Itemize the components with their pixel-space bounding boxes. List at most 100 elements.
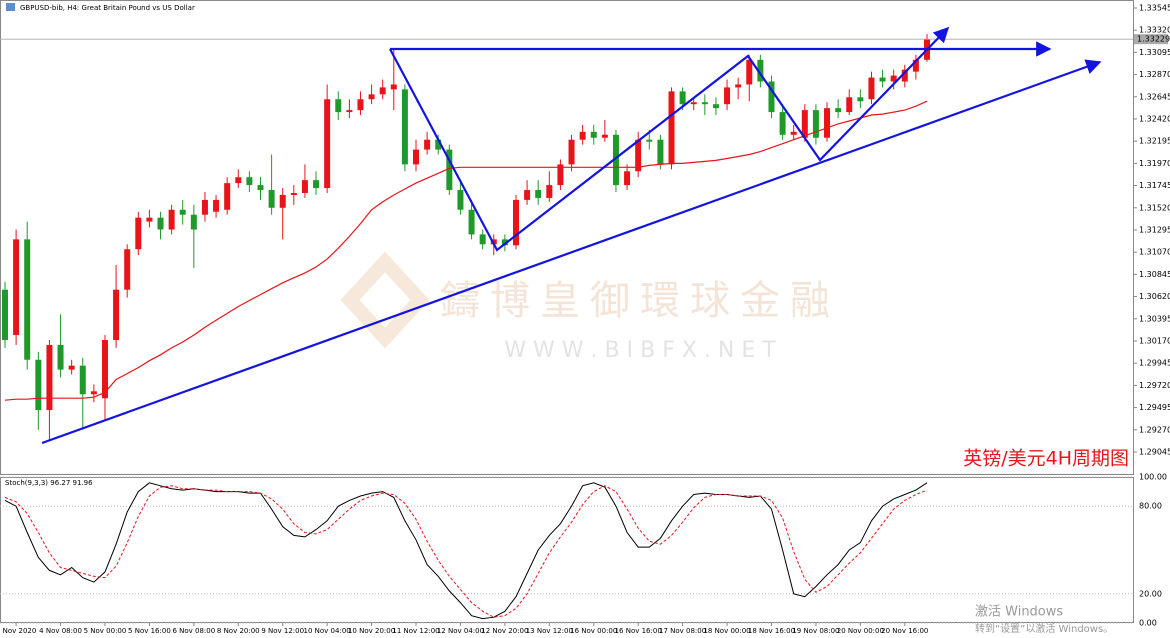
candle-body — [679, 91, 686, 105]
x-tick-label: 10 Nov 20:00 — [348, 627, 395, 635]
candle-body — [724, 87, 731, 105]
x-tick-label: 16 Nov 16:00 — [615, 627, 662, 635]
y-tick-label: 1.29045 — [1139, 447, 1170, 456]
plot: 1.33545 1.33320 1.33095 1.32870 1.32645 1.324… — [0, 3, 1170, 635]
y-tick-label: 1.32420 — [1139, 114, 1170, 123]
candle-body — [90, 391, 97, 395]
x-tick-label: 10 Nov 04:00 — [304, 627, 351, 635]
y-tick-label: 1.33095 — [1139, 48, 1170, 57]
candle-body — [568, 139, 575, 165]
stoch-line — [4, 485, 928, 618]
candle-body — [246, 177, 253, 186]
candle-body — [646, 139, 653, 142]
y-tick-label: 1.33320 — [1139, 26, 1170, 35]
candle-body — [201, 199, 208, 215]
y-tick-label: 1.30620 — [1139, 292, 1170, 301]
candle-body — [912, 59, 919, 72]
candle-body — [790, 131, 797, 135]
candle-body — [868, 77, 875, 100]
candle-body — [368, 94, 375, 100]
candle-body — [379, 87, 386, 95]
candle-body — [757, 59, 764, 82]
x-tick-label: 20 Nov 00:00 — [837, 627, 884, 635]
candle-body — [435, 139, 442, 150]
candle-body — [479, 234, 486, 245]
x-tick-label: 16 Nov 00:00 — [570, 627, 617, 635]
candle-body — [279, 194, 286, 208]
y-tick-label: 1.31295 — [1139, 225, 1170, 234]
candle-body — [157, 217, 164, 230]
candle-body — [879, 77, 886, 82]
candle-body — [535, 190, 542, 198]
candle-body — [424, 139, 431, 150]
candle-body — [690, 102, 697, 105]
x-tick-label: 6 Nov 08:00 — [172, 627, 215, 635]
x-tick-label: 13 Nov 12:00 — [526, 627, 573, 635]
watermark-text: 鑄博皇御環球金融 — [440, 278, 840, 324]
last-price-box — [1134, 34, 1168, 45]
x-tick-label: 4 Nov 08:00 — [39, 627, 82, 635]
y-tick-label: 20.00 — [1139, 589, 1162, 598]
stoch-line — [4, 482, 928, 620]
candle-body — [701, 102, 708, 105]
zigzag-line — [389, 26, 950, 252]
candle-body — [346, 110, 353, 113]
candle-body — [35, 359, 42, 411]
y-tick-label: 1.30845 — [1139, 270, 1170, 279]
y-tick-label: 1.29270 — [1139, 425, 1170, 434]
x-tick-label: 9 Nov 12:00 — [261, 627, 304, 635]
annotation-bg — [928, 444, 1130, 472]
candle-body — [357, 99, 364, 111]
y-tick-label: 1.30170 — [1139, 336, 1170, 345]
x-tick-label: 20 Nov 16:00 — [881, 627, 928, 635]
y-tick-label: 100.00 — [1139, 473, 1167, 482]
candle-body — [268, 190, 275, 208]
annotation: 英镑/美元4H周期图 — [963, 448, 1129, 470]
watermark-logo — [340, 251, 430, 349]
candle-body — [835, 108, 842, 113]
x-tick-label: 18 Nov 16:00 — [748, 627, 795, 635]
candle-body — [546, 185, 553, 198]
candle-body — [179, 209, 186, 215]
y-tick-label: 1.30395 — [1139, 314, 1170, 323]
candle-body — [413, 149, 420, 165]
candle-body — [735, 84, 742, 88]
candle-body — [857, 97, 864, 102]
y-tick-label: 80.00 — [1139, 502, 1162, 511]
watermark-url: W W W . B I B F X . N E T — [504, 338, 776, 363]
candle-body — [146, 217, 153, 222]
candle-body — [257, 185, 264, 191]
candle-body — [779, 112, 786, 135]
y-tick-label: 1.32870 — [1139, 70, 1170, 79]
moving-average — [4, 100, 928, 401]
price-pane — [0, 0, 1134, 475]
watermark: 鑄博皇御環球金融 W W W . B I B F X . N E T — [340, 251, 840, 363]
x-tick-label: 19 Nov 08:00 — [792, 627, 839, 635]
x-tick-label: 5 Nov 00:00 — [84, 627, 127, 635]
candle-body — [446, 149, 453, 191]
last-price-label: 1.33229 — [1137, 35, 1170, 44]
candle-body — [501, 239, 508, 246]
candle-body — [213, 199, 220, 212]
candle-body — [2, 289, 8, 341]
candle-body — [13, 239, 20, 336]
y-tick-label: 1.33545 — [1139, 3, 1170, 12]
candle-body — [712, 104, 719, 109]
activation-hint: 转到“设置”以激活 Windows。 — [975, 622, 1113, 635]
candle-body — [890, 75, 897, 82]
candle-body — [590, 131, 597, 138]
candle-body — [79, 365, 86, 395]
candle-body — [224, 183, 231, 210]
candle-body — [824, 108, 831, 138]
candle-body — [113, 289, 120, 341]
candle-body — [168, 209, 175, 230]
candle-body — [24, 239, 31, 360]
candle-body — [324, 99, 331, 189]
chart-title: GBPUSD-bib, H4: Great Britain Pound vs U… — [20, 4, 195, 12]
support-line — [41, 59, 1102, 445]
x-tick-label: 12 Nov 20:00 — [481, 627, 528, 635]
window-icon — [6, 3, 15, 11]
candle-body — [635, 139, 642, 172]
candle-body — [46, 344, 53, 411]
candle-body — [557, 164, 564, 186]
